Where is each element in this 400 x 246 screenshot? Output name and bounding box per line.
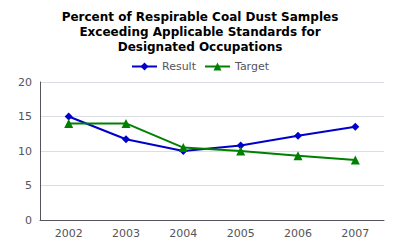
svg-text:2005: 2005: [227, 227, 255, 240]
svg-text:15: 15: [18, 110, 32, 123]
svg-text:2004: 2004: [169, 227, 197, 240]
svg-text:2002: 2002: [55, 227, 83, 240]
svg-text:5: 5: [25, 179, 32, 192]
svg-text:2003: 2003: [112, 227, 140, 240]
svg-text:Target: Target: [234, 60, 270, 73]
svg-text:Designated Occupations: Designated Occupations: [118, 40, 283, 54]
svg-text:20: 20: [18, 76, 32, 89]
svg-text:10: 10: [18, 145, 32, 158]
svg-text:2006: 2006: [284, 227, 312, 240]
svg-text:Exceeding Applicable Standards: Exceeding Applicable Standards for: [79, 25, 320, 39]
svg-text:Percent of Respirable Coal Dus: Percent of Respirable Coal Dust Samples: [62, 10, 339, 24]
svg-text:0: 0: [25, 214, 32, 227]
svg-text:Result: Result: [162, 60, 197, 73]
svg-text:2007: 2007: [341, 227, 369, 240]
